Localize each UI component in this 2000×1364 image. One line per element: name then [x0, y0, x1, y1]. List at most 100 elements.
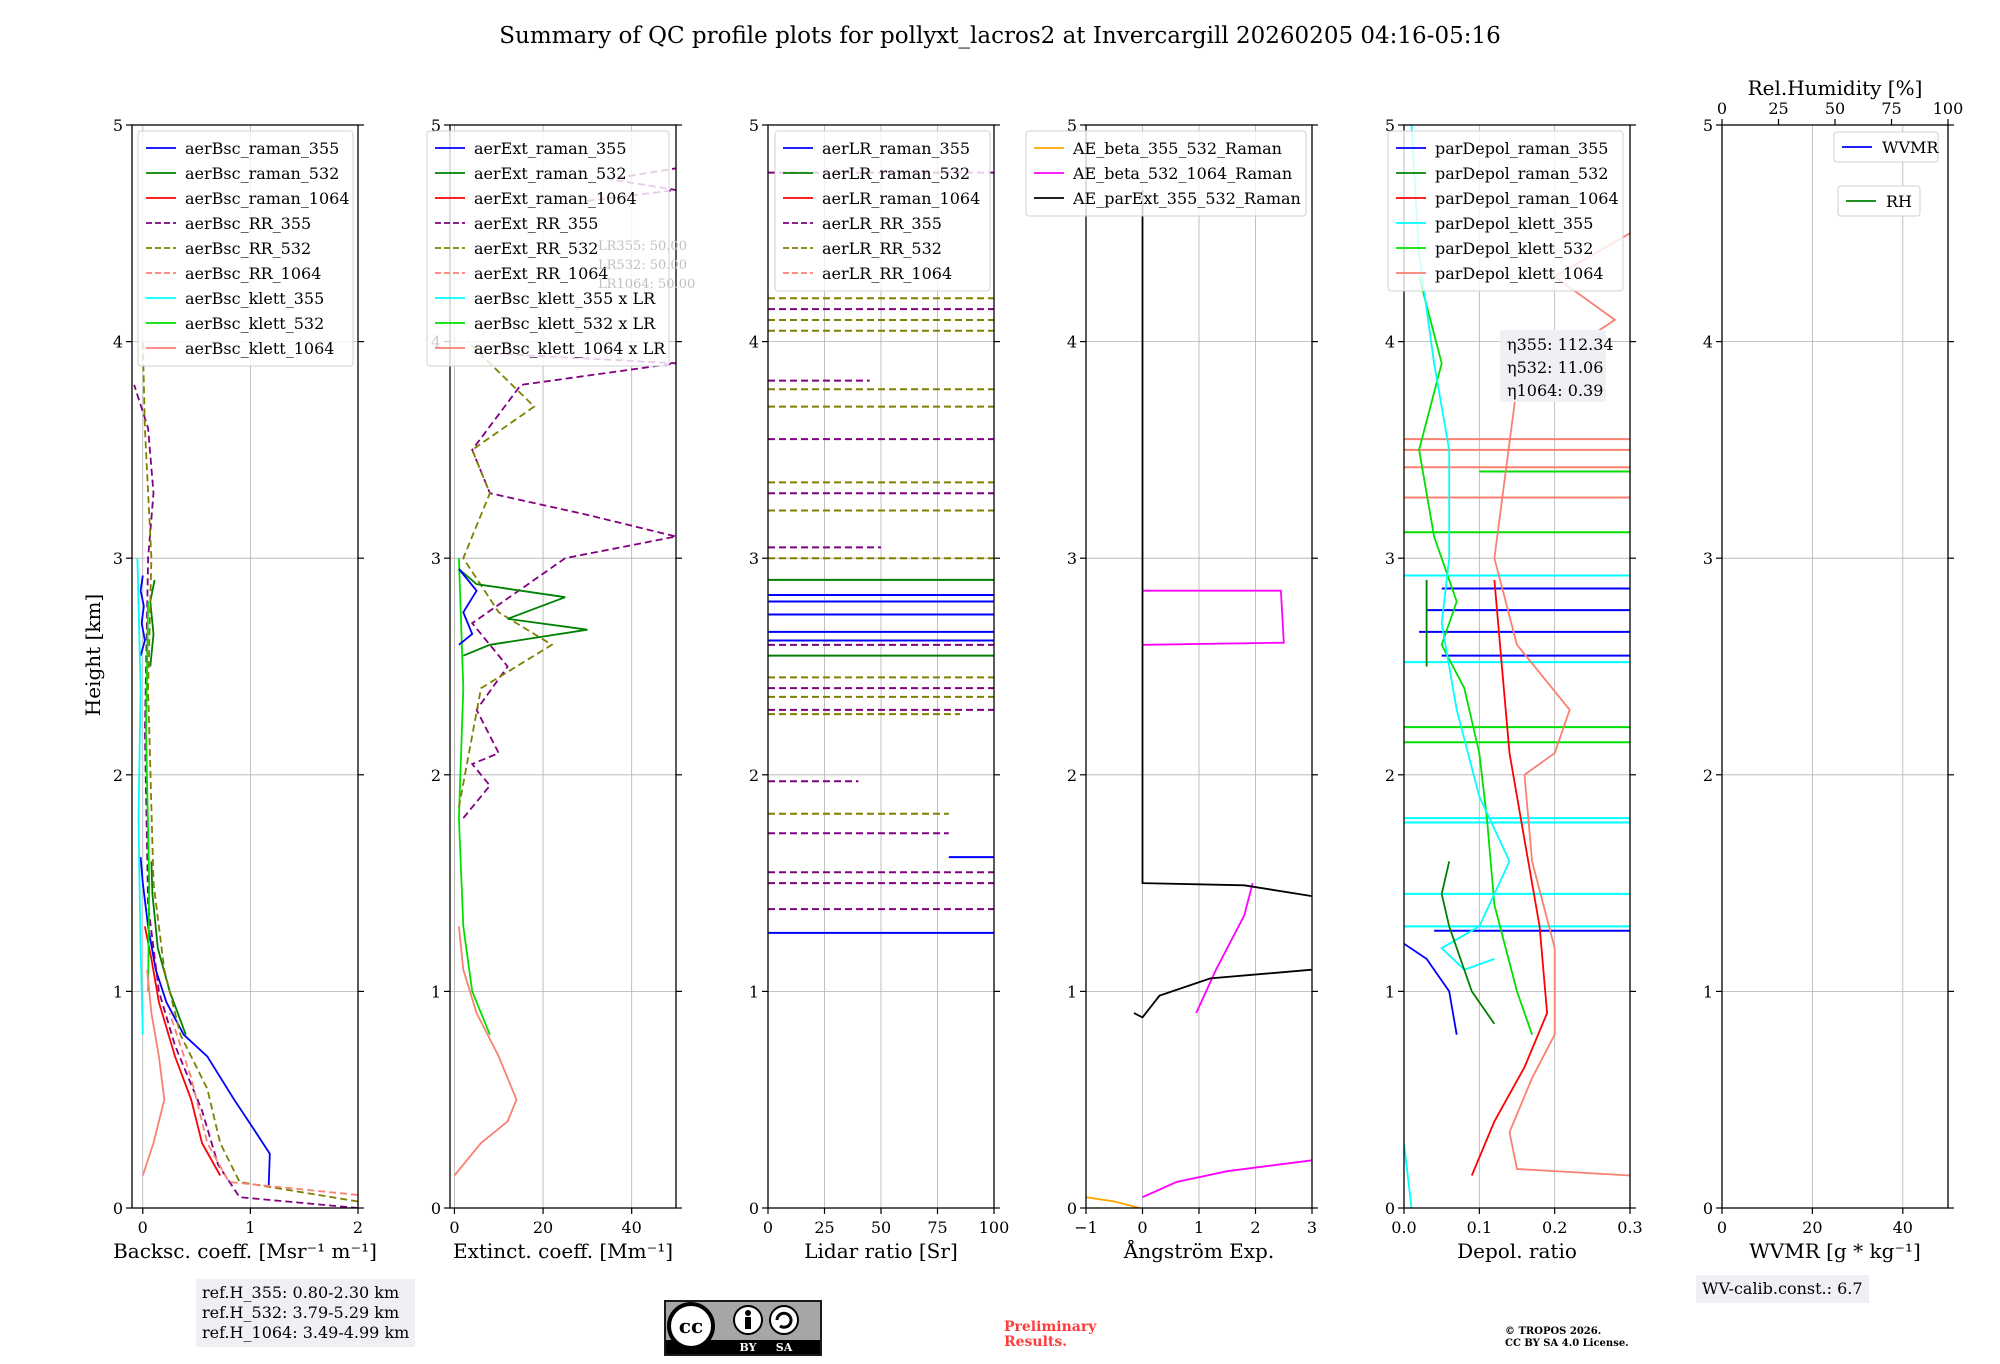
x-tick-label: 0.3: [1617, 1218, 1642, 1237]
cc-sa: SA: [776, 1341, 793, 1354]
cc-letters: cc: [679, 1314, 703, 1338]
x-tick-label: 3: [1307, 1218, 1317, 1237]
y-tick-label: 0: [431, 1199, 441, 1218]
series-line: [139, 857, 271, 1187]
legend: aerExt_raman_355 aerExt_raman_532 aerExt_r…: [426, 130, 670, 367]
top-tick-label: 0: [1717, 99, 1727, 118]
y-tick-label: 2: [1385, 766, 1395, 785]
reference-height-box: ref.H_355: 0.80-2.30 km ref.H_532: 3.79-…: [196, 1279, 416, 1347]
series-line: [1440, 861, 1496, 1025]
legend-label: aerExt_RR_1064: [474, 264, 609, 283]
legend-label: aerBsc_RR_355: [185, 214, 311, 233]
eta-box: [1500, 330, 1606, 402]
legend-label: parDepol_klett_1064: [1435, 264, 1604, 283]
plot-area: [133, 341, 358, 1208]
plot-area: [768, 171, 994, 934]
legend-label: aerBsc_klett_1064: [185, 339, 334, 358]
y-tick-label: 5: [1703, 116, 1713, 135]
y-tick-label: 5: [1067, 116, 1077, 135]
legend-box: [137, 130, 354, 367]
legend-label: parDepol_klett_355: [1435, 214, 1593, 233]
wv-calib-box: WV-calib.const.: 6.7: [1696, 1275, 1869, 1303]
series-line: [1086, 1196, 1140, 1208]
axes-frame: [449, 124, 677, 1209]
x-tick-label: 1: [245, 1218, 255, 1237]
y-tick-label: 3: [749, 549, 759, 568]
license-line-2: CC BY SA 4.0 License.: [1505, 1338, 1629, 1349]
x-axis-label: Extinct. coeff. [Mm⁻¹]: [453, 1239, 673, 1263]
x-tick-label: 0.0: [1391, 1218, 1416, 1237]
x-axis-label: WVMR [g * kg⁻¹]: [1749, 1239, 1921, 1263]
legend: aerLR_raman_355 aerLR_raman_532 aerLR_rama…: [774, 130, 991, 292]
legend-label: aerBsc_klett_532: [185, 314, 324, 333]
y-tick-label: 5: [113, 116, 123, 135]
legend: AE_beta_355_532_Raman AE_beta_532_1064_Ra…: [1025, 130, 1307, 217]
y-tick-label: 5: [749, 116, 759, 135]
series-line: [1410, 125, 1511, 971]
legend-label: aerBsc_raman_355: [185, 139, 339, 158]
series-line: [133, 384, 358, 1208]
y-tick-label: 4: [1067, 333, 1077, 352]
cc-by: BY: [740, 1341, 757, 1354]
ref-height-355: ref.H_355: 0.80-2.30 km: [202, 1283, 400, 1302]
x-tick-label: 0: [763, 1218, 773, 1237]
preliminary-note: Preliminary Results.: [1004, 1320, 1096, 1350]
legend-label: aerExt_raman_1064: [474, 189, 637, 208]
legend-box: [1387, 130, 1624, 292]
panel-6: 0 20 40 0 1 2 3 4 5 WVMR [g * kg⁻¹] 0 25 50 75 100 Rel.…: [1703, 76, 1963, 1263]
legend-label: parDepol_raman_355: [1435, 139, 1608, 158]
series-line: [139, 575, 146, 656]
x-tick-label: 0: [1717, 1218, 1727, 1237]
panel-2: 02040012345Extinct. coeff. [Mm⁻¹]aerExt_…: [426, 116, 695, 1263]
series-line: [1195, 882, 1254, 1014]
series-line: [457, 558, 491, 1036]
legend-label: aerLR_RR_1064: [822, 264, 952, 283]
y-tick-label: 3: [1703, 549, 1713, 568]
series-line: [1418, 276, 1533, 1035]
x-tick-label: −1: [1074, 1218, 1098, 1237]
series-line: [1404, 942, 1458, 1035]
y-tick-label: 0: [1703, 1199, 1713, 1218]
x-axis-label: Ångström Exp.: [1123, 1238, 1274, 1263]
lr-annotation: LR355: 50.00: [598, 239, 687, 254]
panel-5: 0.0 0.1 0.2 0.3 0 1 2 3 4 5 Depol. ratio parDepol_r…: [1385, 116, 1643, 1263]
series-line: [168, 1012, 358, 1196]
legend-box: [1833, 131, 1939, 163]
y-tick-label: 0: [1385, 1199, 1395, 1218]
y-tick-label: 1: [1067, 982, 1077, 1001]
eta-label: η355: 112.34: [1507, 335, 1614, 354]
y-tick-label: 3: [1067, 549, 1077, 568]
legend-label: aerBsc_klett_1064 x LR: [474, 339, 666, 358]
x-tick-label: 2: [1250, 1218, 1260, 1237]
legend-box: [1837, 185, 1921, 217]
legend-label: aerLR_RR_355: [822, 214, 942, 233]
x-axis-label: Depol. ratio: [1457, 1239, 1577, 1263]
x-tick-label: 25: [814, 1218, 834, 1237]
x-tick-label: 0: [138, 1218, 148, 1237]
x-tick-label: 20: [1802, 1218, 1822, 1237]
y-tick-label: 1: [1703, 982, 1713, 1001]
y-tick-label: 2: [113, 766, 123, 785]
legend: parDepol_raman_355 parDepol_raman_532 parD…: [1387, 130, 1624, 292]
legend-label: aerBsc_klett_532 x LR: [474, 314, 656, 333]
legend-label: aerLR_raman_532: [822, 164, 970, 183]
x-tick-label: 0.2: [1542, 1218, 1567, 1237]
preliminary-line-2: Results.: [1004, 1334, 1068, 1350]
x-tick-label: 40: [1893, 1218, 1913, 1237]
x-tick-label: 20: [533, 1218, 553, 1237]
lr-annotation: LR532: 50.00: [598, 258, 687, 273]
legend-label: aerLR_raman_355: [822, 139, 970, 158]
y-tick-label: 4: [113, 333, 123, 352]
x-tick-label: 0.1: [1467, 1218, 1492, 1237]
legend-box: [1025, 130, 1307, 217]
axes-frame: [1403, 124, 1631, 1209]
legend-label: WVMR: [1882, 138, 1939, 157]
y-tick-label: 2: [749, 766, 759, 785]
y-tick-label: 1: [1385, 982, 1395, 1001]
legend: aerBsc_raman_355 aerBsc_raman_532 aerBsc_r…: [137, 130, 354, 367]
top-tick-label: 75: [1881, 99, 1901, 118]
legend-label: aerBsc_klett_355: [185, 289, 324, 308]
y-tick-label: 3: [1385, 549, 1395, 568]
series-line: [136, 558, 144, 1035]
